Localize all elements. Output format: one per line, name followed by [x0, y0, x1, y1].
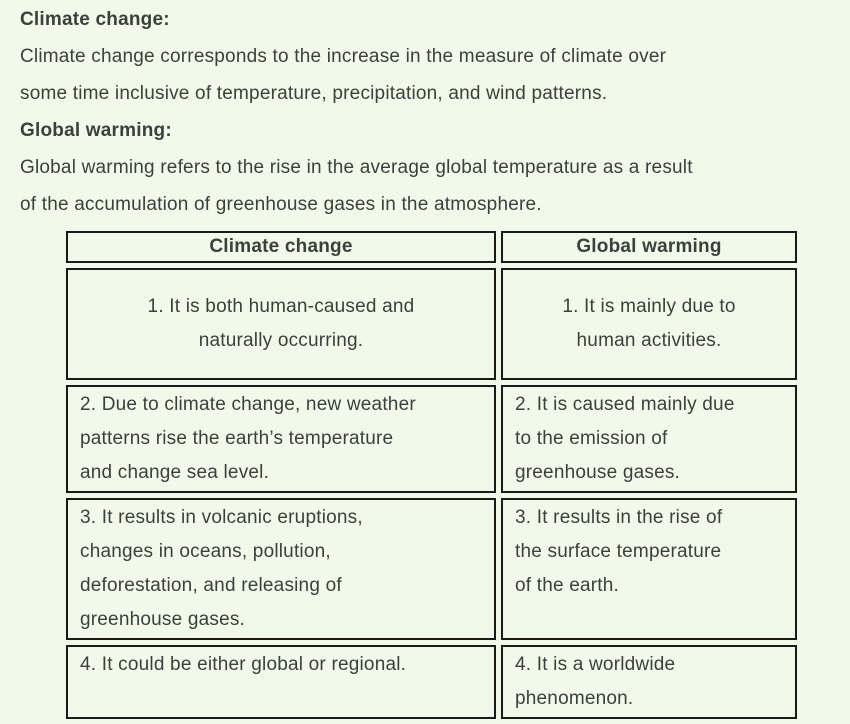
table-header-row: Climate change Global warming	[66, 231, 797, 263]
table-row-3: 3. It results in volcanic eruptions, cha…	[66, 498, 797, 640]
table-row-4: 4. It could be either global or regional…	[66, 645, 797, 719]
table-cell-climate-change-1: 1. It is both human-caused and naturally…	[66, 268, 496, 380]
table-cell-climate-change-4: 4. It could be either global or regional…	[66, 645, 496, 719]
term-heading-global-warming: Global warming:	[20, 120, 172, 141]
table-row-1: 1. It is both human-caused and naturally…	[66, 268, 797, 380]
term-heading-climate-change: Climate change:	[20, 9, 170, 30]
definition-global-warming: Global warming refers to the rise in the…	[20, 157, 693, 215]
table-cell-climate-change-3: 3. It results in volcanic eruptions, cha…	[66, 498, 496, 640]
column-header-global-warming: Global warming	[501, 231, 797, 263]
table-row-2: 2. Due to climate change, new weather pa…	[66, 385, 797, 493]
table-cell-global-warming-2: 2. It is caused mainly due to the emissi…	[501, 385, 797, 493]
table-cell-climate-change-2: 2. Due to climate change, new weather pa…	[66, 385, 496, 493]
table-cell-global-warming-3: 3. It results in the rise of the surface…	[501, 498, 797, 640]
table-cell-global-warming-1: 1. It is mainly due to human activities.	[501, 268, 797, 380]
column-header-climate-change: Climate change	[66, 231, 496, 263]
definition-climate-change: Climate change corresponds to the increa…	[20, 46, 667, 104]
table-cell-global-warming-4: 4. It is a worldwide phenomenon.	[501, 645, 797, 719]
definitions-section: Climate change: Climate change correspon…	[20, 1, 830, 223]
comparison-table: Climate change Global warming 1. It is b…	[61, 226, 802, 724]
